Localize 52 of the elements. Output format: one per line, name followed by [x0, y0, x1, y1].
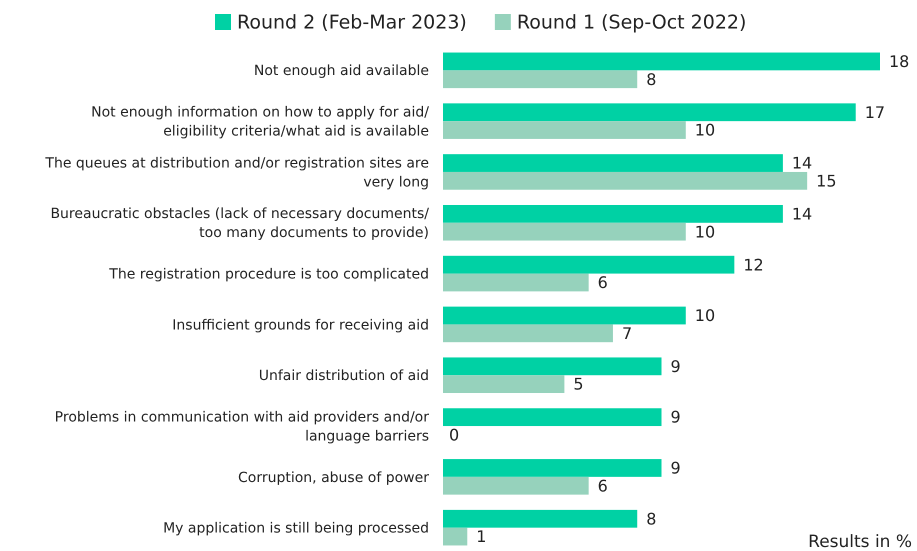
data-label: 15: [816, 171, 837, 190]
y-tick-label: Corruption, abuse of power: [238, 470, 430, 486]
data-label: 12: [743, 255, 764, 274]
data-label: 10: [694, 306, 716, 326]
data-label: 0: [449, 426, 460, 445]
bar: [443, 324, 613, 342]
y-tick-label: Not enough information on how to apply for aid/ eligibility criteria/what aid is available: [91, 104, 430, 140]
data-label: 9: [670, 408, 681, 427]
data-label: 10: [694, 222, 716, 242]
data-label: 8: [646, 509, 656, 528]
bar: [443, 103, 856, 122]
legend-label: Round 2 (Feb-Mar 2023): [237, 12, 467, 34]
data-label: 17: [864, 102, 886, 122]
bar: [443, 274, 589, 292]
data-label: 10: [694, 120, 716, 140]
bar: [443, 510, 638, 528]
y-tick-label: Problems in communication with aid providers and/or language barriers: [54, 409, 430, 444]
legend-label: Round 1 (Sep-Oct 2022): [516, 12, 746, 34]
bar: [443, 528, 468, 546]
bar: [443, 476, 589, 495]
bar: [443, 256, 734, 274]
y-tick-label: The queues at distribution and/or registration sites are very long: [44, 155, 429, 190]
bar: [443, 121, 686, 139]
data-label: 5: [573, 374, 584, 394]
bar: [443, 459, 662, 477]
data-label: 18: [889, 52, 910, 72]
y-tick-label: My application is still being processed: [163, 520, 429, 537]
bar: [443, 154, 783, 172]
bar: [443, 52, 880, 70]
y-tick-label: Not enough aid available: [254, 63, 429, 80]
data-label: 6: [598, 273, 608, 292]
bar: [443, 70, 638, 88]
data-label: 9: [670, 356, 681, 376]
bar: [443, 408, 662, 426]
bar: [443, 204, 783, 223]
y-tick-label: The registration procedure is too complicated: [108, 266, 429, 282]
bar: [443, 306, 686, 324]
bar: [443, 172, 808, 190]
annotation: Results in %: [808, 532, 912, 551]
y-tick-label: Unfair distribution of aid: [258, 368, 429, 384]
data-label: 7: [622, 324, 632, 343]
data-label: 9: [670, 458, 681, 478]
data-label: 14: [792, 154, 812, 173]
y-tick-label: Insufficient grounds for receiving aid: [172, 317, 429, 334]
bar: [443, 222, 686, 241]
bar: [443, 357, 662, 376]
bar: [443, 375, 564, 394]
data-label: 6: [598, 476, 608, 496]
data-label: 1: [476, 527, 486, 546]
y-tick-label: Bureaucratic obstacles (lack of necessary documents/ too many documents to provide): [50, 206, 430, 242]
data-label: 14: [792, 204, 812, 224]
data-label: 8: [646, 70, 656, 89]
